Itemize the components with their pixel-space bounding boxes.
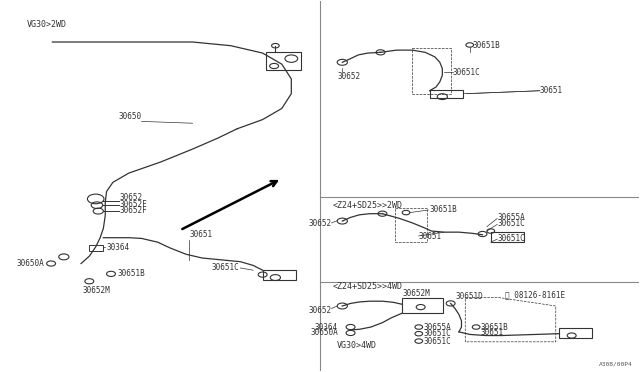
- Text: 30651C: 30651C: [423, 337, 451, 346]
- Text: 30651: 30651: [481, 328, 504, 337]
- Bar: [266, 52, 301, 70]
- Bar: [90, 245, 103, 251]
- Text: 30364: 30364: [315, 323, 338, 331]
- Text: 30651B: 30651B: [473, 41, 500, 50]
- Text: 30650: 30650: [118, 112, 141, 121]
- Text: 30652F: 30652F: [119, 200, 147, 209]
- Text: 30655A: 30655A: [497, 213, 525, 222]
- Bar: [559, 328, 592, 338]
- Text: 30652: 30652: [308, 219, 332, 228]
- Text: 30651C: 30651C: [423, 329, 451, 338]
- Text: 30651B: 30651B: [481, 323, 508, 331]
- Text: 30364: 30364: [106, 243, 130, 252]
- Text: 30655A: 30655A: [423, 323, 451, 331]
- Text: VG30>4WD: VG30>4WD: [337, 341, 377, 350]
- Text: 30652M: 30652M: [83, 286, 111, 295]
- Text: 30652: 30652: [119, 193, 142, 202]
- Text: <Z24+SD25>>4WD: <Z24+SD25>>4WD: [333, 282, 403, 291]
- Text: 30651C: 30651C: [497, 219, 525, 228]
- Text: 30651C: 30651C: [211, 263, 239, 272]
- Text: 30651: 30651: [540, 86, 563, 95]
- Text: 30651C: 30651C: [497, 234, 525, 243]
- Text: VG30>2WD: VG30>2WD: [27, 20, 67, 29]
- Text: 30652: 30652: [308, 306, 332, 315]
- Bar: [401, 298, 443, 313]
- Text: <Z24+SD25>>2WD: <Z24+SD25>>2WD: [333, 201, 403, 210]
- Text: 30651C: 30651C: [452, 68, 480, 77]
- Bar: [429, 90, 463, 98]
- Text: 30651D: 30651D: [456, 292, 483, 301]
- Text: 30652F: 30652F: [119, 206, 147, 215]
- Text: 30651: 30651: [189, 230, 212, 239]
- Text: 30650A: 30650A: [17, 259, 45, 268]
- Text: Ⓑ 08126-8161E: Ⓑ 08126-8161E: [505, 291, 565, 300]
- Text: 30652: 30652: [337, 72, 360, 81]
- Text: 30650A: 30650A: [310, 328, 338, 337]
- Bar: [491, 232, 524, 242]
- Text: 30651: 30651: [419, 232, 442, 241]
- Text: 30651B: 30651B: [117, 269, 145, 278]
- Text: A308/00P4: A308/00P4: [598, 362, 632, 367]
- Text: 30651B: 30651B: [429, 205, 458, 215]
- Text: 30652M: 30652M: [403, 289, 431, 298]
- Bar: [262, 270, 296, 280]
